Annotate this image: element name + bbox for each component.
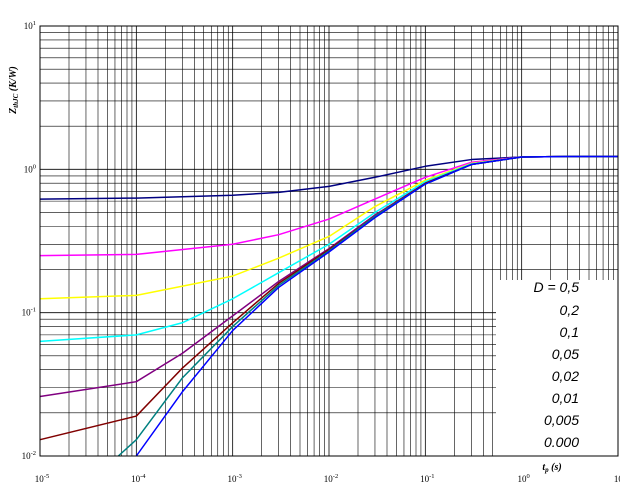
plot-frame bbox=[39, 25, 619, 457]
y-tick-label: 101 bbox=[24, 20, 36, 31]
x-axis-label: tp (s) bbox=[542, 462, 561, 474]
x-tick-label: 10-1 bbox=[420, 473, 434, 484]
x-tick-label: 101 bbox=[614, 473, 620, 484]
y-tick-label: 100 bbox=[24, 163, 36, 174]
x-tick-label: 10-3 bbox=[227, 473, 241, 484]
legend-label-3: 0,05 bbox=[552, 346, 579, 362]
x-tick-label: 10-2 bbox=[324, 473, 338, 484]
x-tick-label: 100 bbox=[518, 473, 530, 484]
grid-lines bbox=[40, 26, 618, 456]
y-axis-label: ZthJC (K/W) bbox=[8, 66, 20, 115]
y-tick-label: 10-2 bbox=[22, 450, 36, 461]
legend: D = 0,5 0,2 0,1 0,05 0,02 0,01 0,005 0.000 bbox=[533, 279, 579, 450]
tick-labels: 10-5 10-4 10-3 10-2 10-1 100 101 10-2 10-1 100 101 bbox=[22, 20, 620, 484]
y-tick-label: 10-1 bbox=[22, 307, 36, 318]
series-lines bbox=[39, 155, 618, 457]
legend-label-6: 0,005 bbox=[544, 412, 579, 428]
series-line-7 bbox=[135, 155, 618, 457]
legend-label-0: D = 0,5 bbox=[533, 279, 579, 295]
axis-labels: ZthJC (K/W) tp (s) bbox=[8, 66, 562, 474]
legend-label-4: 0,02 bbox=[552, 368, 579, 384]
legend-box bbox=[496, 280, 618, 456]
x-tick-label: 10-4 bbox=[131, 473, 146, 484]
legend-label-1: 0,2 bbox=[560, 302, 580, 318]
legend-label-7: 0.000 bbox=[544, 434, 579, 450]
x-tick-label: 10-5 bbox=[35, 473, 49, 484]
legend-label-2: 0,1 bbox=[560, 324, 579, 340]
legend-label-5: 0,01 bbox=[552, 390, 579, 406]
